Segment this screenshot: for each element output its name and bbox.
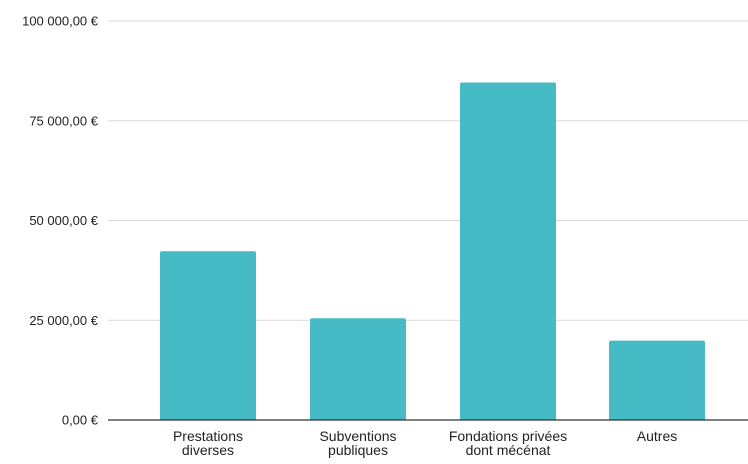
x-tick-label: Fondations privées dont mécénat [449,428,567,458]
bar [310,318,406,420]
x-tick-labels: Prestations diverses Subventions publiques F… [173,428,677,458]
bars [160,82,705,421]
gridlines [108,20,748,321]
bar [460,82,556,421]
y-tick-labels: 0,00 € 25 000,00 € 50 000,00 € 75 000,00 € 1… [22,14,99,428]
bar [609,340,705,420]
x-tick-label: Autres [637,428,677,444]
y-tick-label: 50 000,00 € [29,213,98,228]
x-tick-label: Subventions publiques [319,428,396,458]
y-tick-label: 100 000,00 € [22,14,99,29]
y-tick-label: 0,00 € [62,413,99,428]
y-tick-label: 75 000,00 € [29,113,98,128]
y-tick-label: 25 000,00 € [29,313,98,328]
x-tick-label: Prestations diverses [173,428,243,458]
bar [160,251,256,420]
